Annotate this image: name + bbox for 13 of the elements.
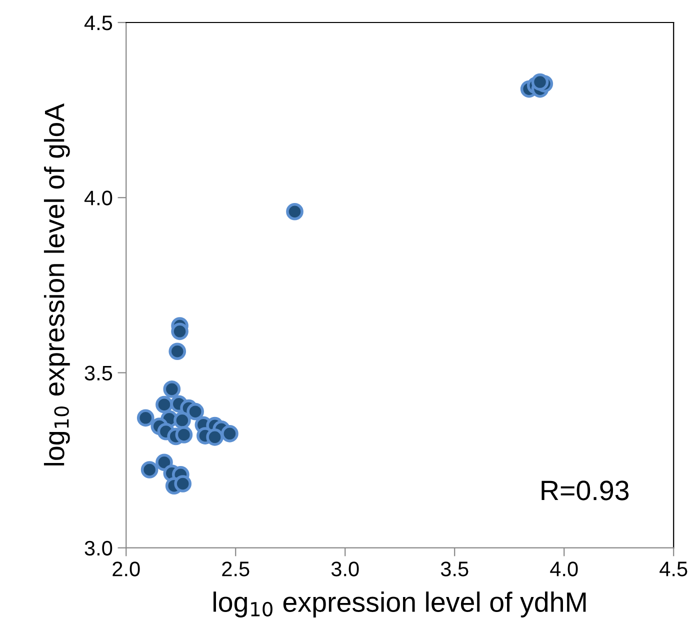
- y-tick-label: 4.5: [84, 16, 112, 30]
- x-tick-label: 2.0: [112, 562, 140, 576]
- y-axis-title: log$_{10}$ expression level of gloA: [44, 103, 70, 466]
- y-tick-label: 4.0: [84, 190, 112, 206]
- x-tick-label: 3.5: [440, 562, 468, 576]
- x-tick-label: 3.0: [331, 562, 359, 576]
- x-axis-title: log$_{10}$ expression level of ydhM: [214, 592, 586, 618]
- x-tick-label: 4.0: [550, 562, 578, 576]
- x-tick-label: 2.5: [222, 562, 250, 576]
- y-tick-label: 3.0: [84, 540, 112, 556]
- y-tick-label: 3.5: [84, 366, 112, 380]
- x-tick-label: 4.5: [660, 562, 688, 576]
- annotation: R=0.93: [542, 480, 629, 500]
